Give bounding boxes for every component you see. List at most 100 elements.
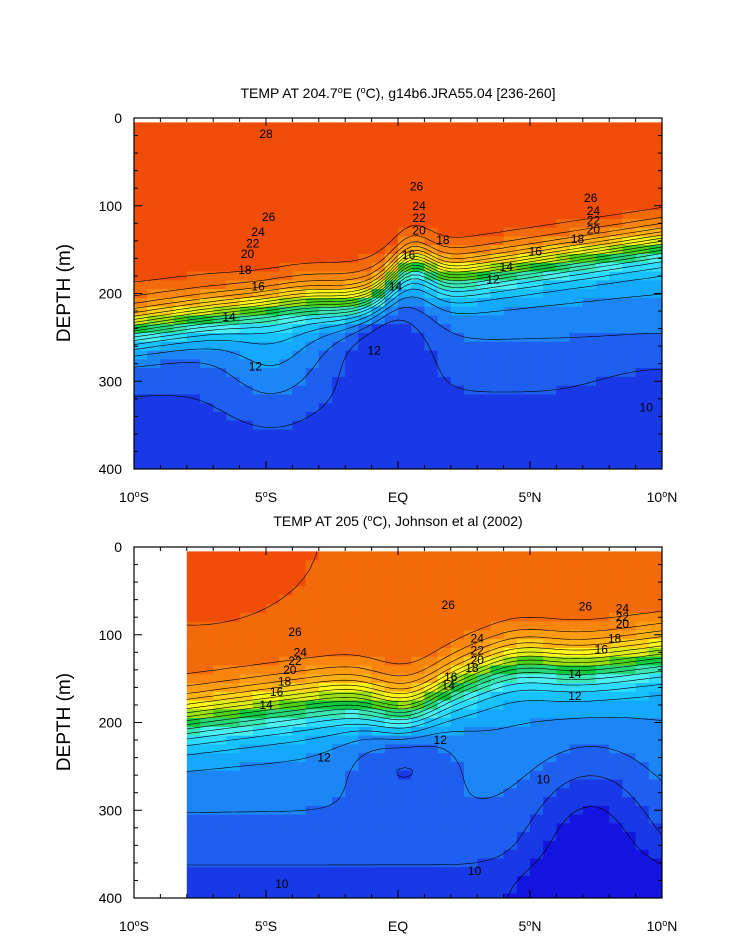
field-cell xyxy=(358,761,373,772)
field-cell xyxy=(596,683,610,693)
field-cell xyxy=(292,368,307,378)
field-cell xyxy=(635,306,650,317)
field-cell xyxy=(622,700,637,710)
field-cell xyxy=(569,139,584,150)
field-cell xyxy=(516,744,531,754)
field-cell xyxy=(358,656,373,667)
field-cell xyxy=(239,612,254,623)
contour-line-26 xyxy=(134,223,662,304)
field-cell xyxy=(609,832,623,842)
field-cell xyxy=(226,700,241,710)
field-cell xyxy=(332,744,346,754)
field-cell xyxy=(503,157,518,167)
field-cell xyxy=(252,438,267,448)
field-cell xyxy=(503,744,518,754)
field-cell xyxy=(490,560,505,570)
field-cell xyxy=(450,893,465,898)
field-cell xyxy=(464,324,478,334)
field-cell xyxy=(543,183,557,194)
field-cell xyxy=(437,429,452,439)
field-cell xyxy=(200,604,214,614)
field-cell xyxy=(464,464,478,469)
field-cell xyxy=(213,210,227,220)
field-cell xyxy=(213,289,227,299)
field-cell xyxy=(318,464,333,469)
field-cell xyxy=(147,289,161,299)
field-cell xyxy=(556,411,571,422)
field-cell xyxy=(437,376,452,387)
field-cell xyxy=(266,218,280,229)
field-cell xyxy=(437,814,452,825)
field-cell xyxy=(292,403,307,413)
field-cell xyxy=(398,639,412,649)
field-cell xyxy=(437,753,452,763)
field-cell xyxy=(411,297,425,308)
field-cell xyxy=(332,656,346,667)
field-cell xyxy=(582,183,597,194)
field-cell xyxy=(134,166,148,176)
contour-label: 24 xyxy=(294,645,308,659)
field-cell xyxy=(622,376,637,387)
field-cell xyxy=(358,753,373,763)
field-cell xyxy=(345,131,359,141)
field-cell xyxy=(543,148,557,159)
field-cell xyxy=(252,612,267,623)
field-cell xyxy=(648,411,662,422)
field-cell xyxy=(200,595,214,605)
field-cell xyxy=(345,210,359,220)
field-cell xyxy=(516,761,531,772)
field-cell xyxy=(464,385,478,396)
field-cell xyxy=(437,192,452,202)
field-cell xyxy=(424,403,439,413)
field-cell xyxy=(437,341,452,352)
field-cell xyxy=(226,805,241,816)
field-cell xyxy=(411,718,425,728)
field-cell xyxy=(582,560,597,570)
field-cell xyxy=(530,271,544,281)
field-cell xyxy=(464,157,478,167)
field-cell xyxy=(437,236,452,246)
field-cell xyxy=(266,332,280,343)
field-cell xyxy=(213,254,227,264)
field-cell xyxy=(437,683,452,693)
field-cell xyxy=(622,447,637,457)
field-cell xyxy=(279,630,293,640)
contour-lines xyxy=(134,207,662,428)
field-cell xyxy=(239,797,254,807)
field-cell xyxy=(516,280,531,290)
field-cell xyxy=(477,797,491,807)
field-cell xyxy=(648,464,662,469)
field-cell xyxy=(596,674,610,684)
field-cell xyxy=(200,324,214,334)
field-cell xyxy=(318,210,333,220)
field-cell xyxy=(213,350,227,360)
field-cell xyxy=(596,840,610,851)
field-cell xyxy=(384,630,399,640)
field-cell xyxy=(384,691,399,702)
field-cell xyxy=(556,262,571,273)
field-cell xyxy=(596,438,610,448)
field-cell xyxy=(503,568,518,579)
field-cell xyxy=(160,218,175,229)
field-cell xyxy=(213,718,227,728)
field-cell xyxy=(503,832,518,842)
field-cell xyxy=(464,612,478,623)
field-cell xyxy=(543,604,557,614)
field-cell xyxy=(384,779,399,789)
field-cell xyxy=(556,438,571,448)
field-cell xyxy=(622,262,637,273)
field-cell xyxy=(437,840,452,851)
field-cell xyxy=(609,262,623,273)
field-cell xyxy=(635,411,650,422)
field-cell xyxy=(648,368,662,378)
field-cell xyxy=(464,735,478,746)
field-cell xyxy=(358,359,373,369)
field-cell xyxy=(292,420,307,431)
field-cell xyxy=(490,210,505,220)
field-cell xyxy=(398,761,412,772)
x-tick-label: 10oN xyxy=(647,489,678,505)
field-cell xyxy=(384,586,399,596)
field-cell xyxy=(569,192,584,202)
field-cell xyxy=(384,551,399,561)
field-cell xyxy=(200,884,214,895)
